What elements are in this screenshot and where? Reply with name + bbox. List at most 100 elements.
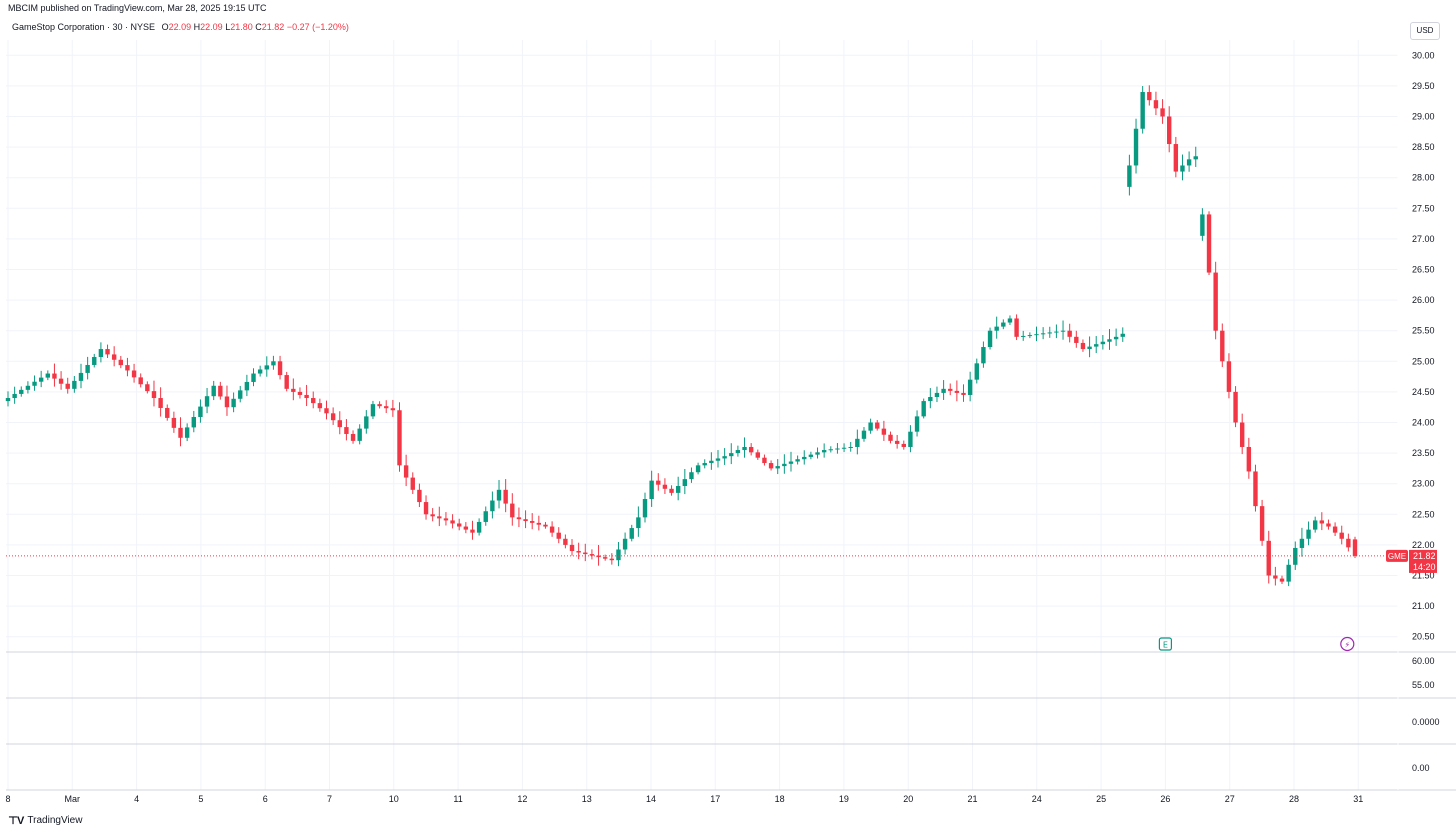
candle-body <box>768 463 774 469</box>
candle-body <box>762 457 767 464</box>
candle-body <box>1312 520 1318 530</box>
candle-body <box>171 417 177 428</box>
y-tick-label: 29.00 <box>1412 112 1435 122</box>
candle-body <box>821 450 827 453</box>
candle-body <box>257 369 263 374</box>
price-axis[interactable]: 30.00 29.50 29.00 28.50 28.00 27.50 27.00 26.50… <box>1412 50 1435 641</box>
event-markers[interactable]: E ⚡ <box>1158 636 1355 652</box>
y-tick-label: 25.50 <box>1412 326 1435 336</box>
candle-body <box>642 499 648 518</box>
candle-body <box>1299 538 1305 548</box>
candle-body <box>802 456 807 460</box>
x-tick-label: 20 <box>903 794 913 804</box>
candle-body <box>596 555 601 558</box>
y-tick-label: 23.50 <box>1412 448 1435 458</box>
candle-body <box>370 404 376 417</box>
candle-body <box>928 397 933 402</box>
badge-ticker-bg <box>1386 549 1408 562</box>
indicator-tick-label: 0.0000 <box>1412 717 1440 727</box>
candle-body <box>1246 446 1252 472</box>
candle-body <box>1054 331 1059 333</box>
candle-body <box>861 430 867 439</box>
candle-body <box>894 440 900 444</box>
candle-body <box>384 406 389 409</box>
candle-body <box>125 365 130 371</box>
candle-body <box>72 380 77 389</box>
candle-body <box>1332 526 1338 533</box>
candle-body <box>1067 330 1072 337</box>
candle-body <box>450 520 455 524</box>
candle-body <box>961 392 966 395</box>
candle-body <box>92 357 97 365</box>
candle-body <box>948 388 953 391</box>
candle-body <box>397 410 402 466</box>
y-tick-label: 27.00 <box>1412 234 1435 244</box>
candle-body <box>1127 165 1132 187</box>
candle-body <box>656 480 661 485</box>
candle-body <box>888 434 893 441</box>
time-axis[interactable]: 8 Mar 4 5 6 7 10 11 12 13 14 17 18 19 20 21 24 25 26 27 28 31 <box>5 794 1363 804</box>
x-tick-label: 7 <box>327 794 332 804</box>
x-tick-label: 26 <box>1160 794 1170 804</box>
candle-body <box>158 398 163 408</box>
y-tick-label: 30.00 <box>1412 50 1435 60</box>
candle-body <box>556 532 561 539</box>
candle-body <box>19 389 24 394</box>
candle-body <box>1007 318 1013 323</box>
badge-price-bg <box>1409 549 1437 573</box>
change-value: −0.27 (−1.20%) <box>286 22 349 32</box>
split-icon[interactable] <box>1340 636 1355 652</box>
candle-body <box>291 388 296 392</box>
candle-body <box>828 449 833 451</box>
y-tick-label: 25.00 <box>1412 356 1435 366</box>
candle-body <box>118 359 124 366</box>
candle-body <box>1133 128 1139 166</box>
candle-body <box>224 396 230 408</box>
indicator-tick-label: 55.00 <box>1412 680 1435 690</box>
candle-body <box>523 519 528 522</box>
event-marker-glyph: ⚡ <box>1344 641 1350 650</box>
candle-body <box>344 427 349 434</box>
candle-body <box>549 526 555 533</box>
earnings-icon[interactable] <box>1158 637 1173 651</box>
badge-price: 21.82 <box>1413 551 1436 561</box>
x-tick-label: 27 <box>1225 794 1235 804</box>
candle-body <box>994 326 999 331</box>
candle-body <box>357 428 362 441</box>
candle-body <box>1279 578 1285 582</box>
y-tick-label: 29.50 <box>1412 81 1435 91</box>
candle-body <box>735 450 741 454</box>
candle-body <box>1074 336 1079 343</box>
candle-body <box>702 463 707 466</box>
candle-body <box>32 381 37 386</box>
symbol-name[interactable]: GameStop Corporation · 30 · NYSE <box>12 22 156 32</box>
candle-body <box>350 433 356 441</box>
candle-body <box>284 375 289 389</box>
candle-body <box>609 558 615 561</box>
candle-body <box>1186 159 1192 166</box>
candle-body <box>589 554 595 556</box>
candle-body <box>443 518 449 521</box>
x-tick-label: 10 <box>389 794 399 804</box>
candle-body <box>901 443 906 447</box>
candle-body <box>510 503 515 518</box>
candle-body <box>941 388 946 393</box>
candle-body <box>881 428 887 435</box>
candle-body <box>264 365 269 370</box>
candle-body <box>1213 272 1218 331</box>
candle-body <box>1153 100 1159 109</box>
candle-body <box>695 465 701 473</box>
currency-button[interactable]: USD <box>1410 22 1440 40</box>
candle-body <box>868 422 873 431</box>
candle-body <box>1180 165 1185 172</box>
brand-name: TradingView <box>27 815 83 826</box>
candle-body <box>98 349 104 358</box>
candle-body <box>1113 336 1119 340</box>
candle-body <box>317 403 323 409</box>
candle-body <box>496 489 502 501</box>
candle-body <box>875 422 880 429</box>
tradingview-logo[interactable]: ⊤V TradingView <box>8 814 82 827</box>
grid-lines <box>6 40 1398 790</box>
candle-body <box>563 538 568 545</box>
